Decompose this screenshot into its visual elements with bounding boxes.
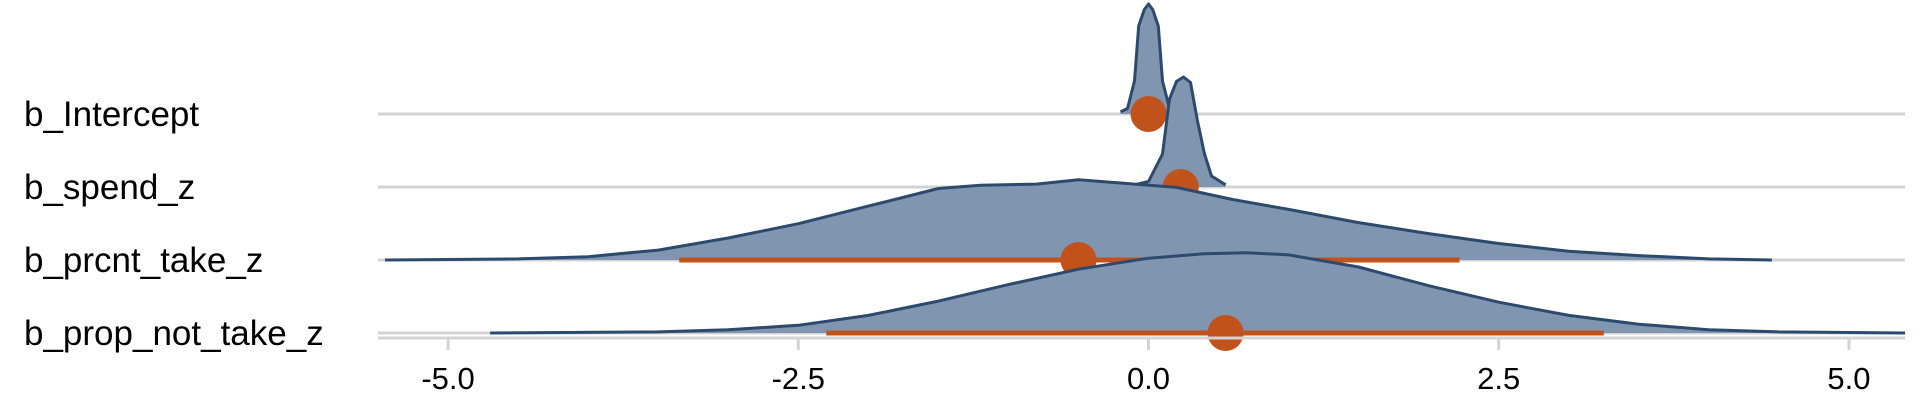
parameter-label: b_Intercept [24, 95, 199, 134]
parameter-label: b_spend_z [24, 168, 195, 207]
density-line [384, 178, 1772, 262]
density-line [490, 251, 1906, 335]
parameter-labels: b_Intercept b_spend_z b_prcnt_take_z b_prop… [24, 95, 324, 353]
ridge-b-prcnt-take-z [384, 178, 1772, 278]
x-tick-label: -5.0 [421, 361, 474, 396]
x-tick-label: 0.0 [1127, 361, 1170, 396]
ridges [384, 2, 1906, 351]
x-axis: -5.0 -2.5 0.0 2.5 5.0 [378, 336, 1905, 396]
ridge-b-prop-not-take-z [490, 251, 1906, 351]
density-area [490, 252, 1906, 333]
point-estimate [1130, 96, 1167, 132]
ridge-b-Intercept [1119, 2, 1178, 132]
point-estimate [1207, 315, 1244, 351]
parameter-label: b_prcnt_take_z [24, 241, 263, 280]
x-tick-label: -2.5 [772, 361, 825, 396]
x-tick-label: 5.0 [1827, 361, 1870, 396]
density-line [1119, 2, 1178, 114]
density-area [385, 179, 1772, 260]
density-area [1134, 77, 1226, 187]
x-tick-label: 2.5 [1477, 361, 1520, 396]
parameter-label: b_prop_not_take_z [24, 314, 324, 353]
density-line [1134, 75, 1227, 187]
